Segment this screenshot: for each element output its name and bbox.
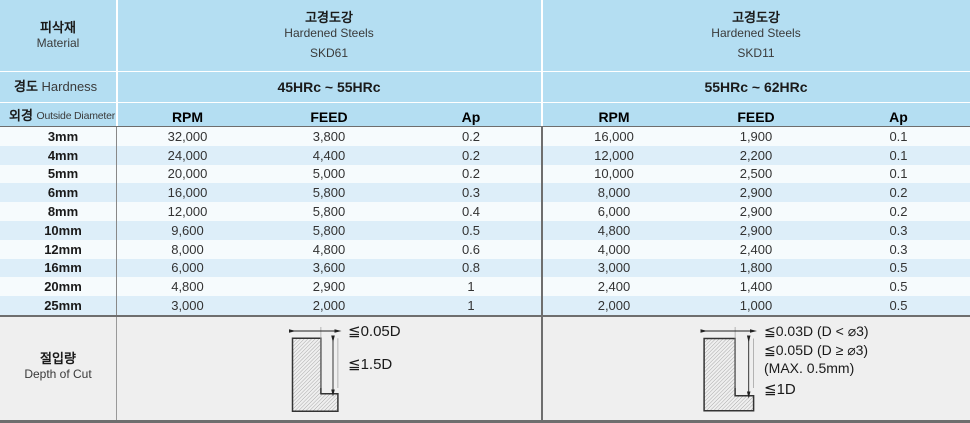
svg-text:≦1.5D: ≦1.5D [348, 356, 392, 373]
svg-text:≦1D: ≦1D [764, 381, 796, 398]
svg-text:≦0.05D (D ≥ ⌀3): ≦0.05D (D ≥ ⌀3) [764, 342, 868, 358]
svg-text:(MAX. 0.5mm): (MAX. 0.5mm) [764, 360, 854, 376]
svg-text:≦0.05D: ≦0.05D [348, 325, 401, 340]
svg-text:≦0.03D (D < ⌀3): ≦0.03D (D < ⌀3) [764, 325, 869, 339]
